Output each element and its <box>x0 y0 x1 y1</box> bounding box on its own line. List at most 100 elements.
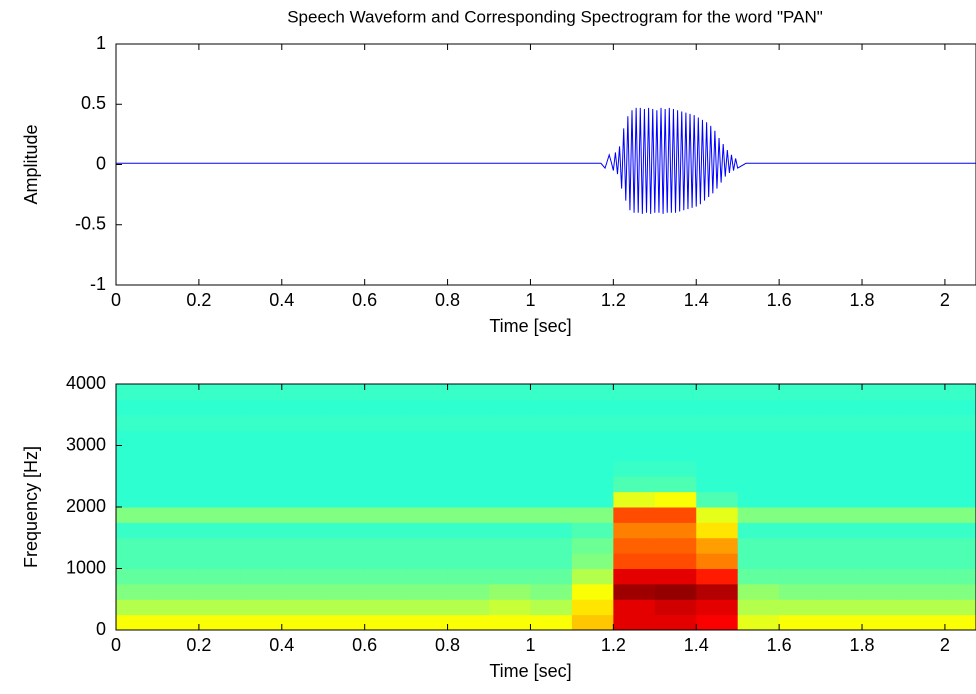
spectrogram-cell <box>198 553 241 569</box>
spectrogram-cell <box>447 460 490 477</box>
spectrogram-cell <box>820 460 863 477</box>
spectrogram-cell <box>862 460 904 477</box>
x-tick-label: 0.2 <box>186 290 211 310</box>
spectrogram-cell <box>571 537 614 554</box>
spectrogram-cell <box>116 445 158 462</box>
spectrogram-cell <box>654 568 697 585</box>
spectrogram-cell <box>779 430 822 446</box>
spectrogram-cell <box>323 583 366 600</box>
spectrogram-cell <box>903 414 946 431</box>
spectrogram-cell <box>116 583 158 600</box>
spectrogram-cell <box>364 476 407 493</box>
x-tick-label: 1.2 <box>601 635 626 655</box>
spectrogram-cell <box>820 553 863 569</box>
spectrogram-cell <box>862 430 904 446</box>
spectrogram-cell <box>157 414 200 431</box>
spectrogram-cell <box>489 491 531 508</box>
spectrogram-cell <box>116 491 158 508</box>
x-tick-label: 0.6 <box>352 290 377 310</box>
spectrogram-cell <box>779 414 822 431</box>
spectrogram-cell <box>116 507 158 523</box>
spectrogram-cell <box>571 476 614 493</box>
y-tick-label: 2000 <box>66 496 106 516</box>
spectrogram-cell <box>779 399 822 416</box>
spectrogram-cell <box>696 522 739 539</box>
spectrogram-cell <box>613 445 656 462</box>
spectrogram-cell <box>571 522 614 539</box>
spectrogram-cell <box>281 599 324 616</box>
spectrogram-cell <box>406 568 449 585</box>
spectrogram-cell <box>903 384 946 400</box>
spectrogram-cell <box>116 476 158 493</box>
spectrogram-cell <box>281 491 324 508</box>
spectrogram-cell <box>447 568 490 585</box>
spectrogram-cell <box>654 583 697 600</box>
spectrogram-cell <box>281 384 324 400</box>
spectrogram-cell <box>157 599 200 616</box>
spectrogram-cell <box>157 568 200 585</box>
spectrogram-cell <box>157 491 200 508</box>
spectrogram-cell <box>571 491 614 508</box>
spectrogram-cell <box>406 445 449 462</box>
spectrogram-cell <box>654 491 697 508</box>
spectrogram-cell <box>696 460 739 477</box>
spectrogram-cell <box>364 568 407 585</box>
spectrogram-cell <box>530 537 573 554</box>
spectrogram-cell <box>903 583 946 600</box>
spectrogram-cell <box>944 522 976 539</box>
spectrogram-cell <box>116 522 158 539</box>
spectrogram-cell <box>571 583 614 600</box>
spectrogram-cell <box>862 414 904 431</box>
spectrogram-cell <box>323 507 366 523</box>
spectrogram-cell <box>281 445 324 462</box>
spectrogram-cell <box>157 430 200 446</box>
spectrogram-cell <box>281 460 324 477</box>
spectrogram-cell <box>654 614 697 630</box>
spectrogram-cell <box>323 384 366 400</box>
spectrogram-cell <box>779 507 822 523</box>
spectrogram-cell <box>406 430 449 446</box>
spectrogram-cell <box>862 522 904 539</box>
spectrogram-cell <box>198 583 241 600</box>
spectrogram-cell <box>862 568 904 585</box>
spectrogram-cell <box>116 399 158 416</box>
spectrogram-cell <box>944 553 976 569</box>
spectrogram-cell <box>820 476 863 493</box>
spectrogram-cell <box>198 568 241 585</box>
spectrogram-cell <box>654 476 697 493</box>
spectrogram-cell <box>779 491 822 508</box>
spectrogram-cell <box>489 614 531 630</box>
spectrogram-cell <box>406 460 449 477</box>
spectrogram-cell <box>157 614 200 630</box>
spectrogram-cell <box>944 414 976 431</box>
spectrogram-cell <box>944 460 976 477</box>
spectrogram-cell <box>737 522 780 539</box>
spectrogram-cell <box>571 599 614 616</box>
spectrogram-cell <box>489 599 531 616</box>
x-tick-label: 1 <box>525 635 535 655</box>
spectrogram-cell <box>240 399 283 416</box>
y-tick-label: 1000 <box>66 557 106 577</box>
spectrogram-cell <box>406 537 449 554</box>
spectrogram-cell <box>571 399 614 416</box>
spectrogram-cell <box>613 507 656 523</box>
spectrogram-cell <box>489 399 531 416</box>
x-tick-label: 1 <box>525 290 535 310</box>
spectrogram-cell <box>116 460 158 477</box>
spectrogram-cell <box>654 537 697 554</box>
spectrogram-cell <box>571 414 614 431</box>
spectrogram-cell <box>530 399 573 416</box>
spectrogram-cell <box>240 614 283 630</box>
spectrogram-cell <box>489 430 531 446</box>
spectrogram-cell <box>364 583 407 600</box>
spectrogram-cell <box>820 507 863 523</box>
spectrogram-cell <box>779 537 822 554</box>
spectrogram-cell <box>944 491 976 508</box>
spectrogram-cell <box>530 568 573 585</box>
spectrogram-cell <box>862 491 904 508</box>
plot-area <box>116 107 976 214</box>
spectrogram-cell <box>116 614 158 630</box>
spectrogram-cell <box>157 522 200 539</box>
spectrogram-cell <box>198 414 241 431</box>
spectrogram-cell <box>820 537 863 554</box>
